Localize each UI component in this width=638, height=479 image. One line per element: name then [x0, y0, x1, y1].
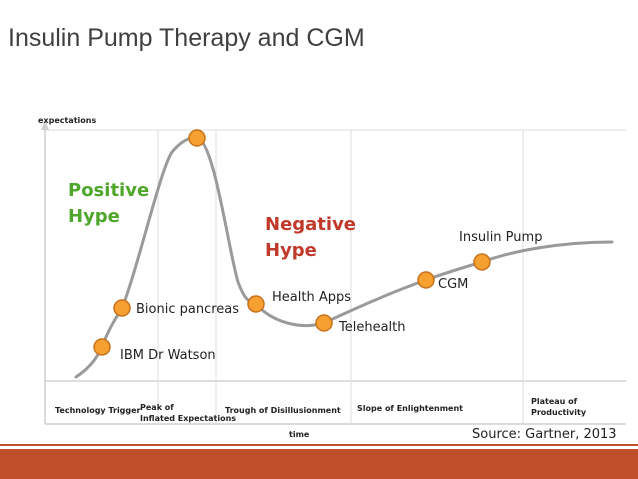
marker-insulin-pump: [474, 254, 490, 270]
phase-slope: Slope of Enlightenment: [357, 404, 463, 413]
phase-plateau-line1: Plateau of: [531, 396, 586, 407]
phase-plateau: Plateau of Productivity: [531, 396, 586, 418]
phase-peak-line2: Inflated Expectations: [140, 413, 236, 424]
point-label-bionic-pancreas: Bionic pancreas: [136, 302, 239, 317]
point-label-cgm: CGM: [438, 277, 468, 292]
phase-plateau-line2: Productivity: [531, 407, 586, 418]
positive-hype-line2: Hype: [68, 204, 149, 230]
source-citation: Source: Gartner, 2013: [472, 427, 617, 442]
point-label-telehealth: Telehealth: [339, 320, 406, 335]
phase-technology-trigger: Technology Trigger: [55, 406, 141, 415]
marker-peak: [189, 130, 205, 146]
x-axis-label: time: [289, 430, 309, 439]
marker-bionic-pancreas: [114, 300, 130, 316]
negative-hype-line1: Negative: [265, 212, 356, 238]
marker-health-apps: [248, 296, 264, 312]
phase-trough: Trough of Disillusionment: [225, 406, 341, 415]
negative-hype-label: Negative Hype: [265, 212, 356, 264]
point-label-health-apps: Health Apps: [272, 290, 351, 305]
y-axis-label: expectations: [38, 116, 96, 125]
marker-ibm-watson: [94, 339, 110, 355]
phase-peak-line1: Peak of: [140, 402, 236, 413]
footer-band: [0, 449, 638, 479]
point-label-ibm-watson: IBM Dr Watson: [120, 348, 216, 363]
footer-rule: [0, 444, 638, 446]
negative-hype-line2: Hype: [265, 238, 356, 264]
phase-peak: Peak of Inflated Expectations: [140, 402, 236, 424]
positive-hype-line1: Positive: [68, 178, 149, 204]
positive-hype-label: Positive Hype: [68, 178, 149, 230]
marker-cgm: [418, 272, 434, 288]
marker-telehealth: [316, 315, 332, 331]
point-label-insulin-pump: Insulin Pump: [459, 230, 542, 245]
